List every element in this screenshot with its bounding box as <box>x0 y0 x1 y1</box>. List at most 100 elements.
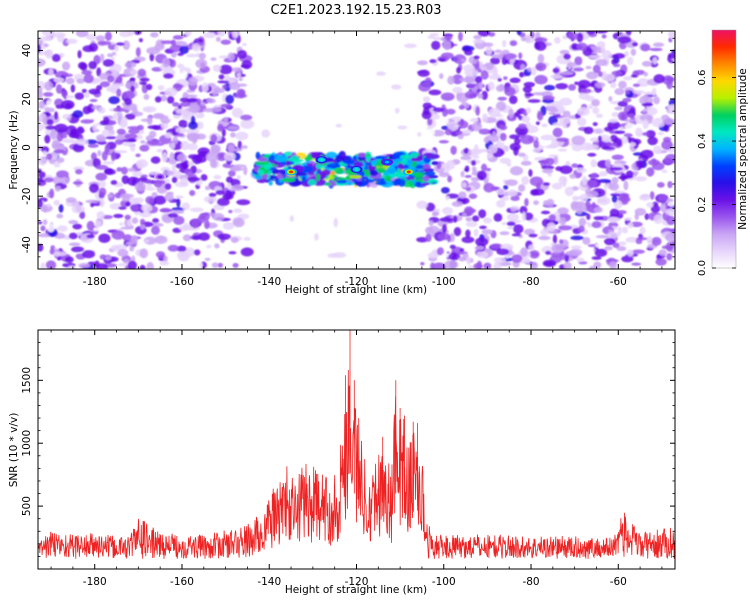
heatmap-cell <box>42 150 47 156</box>
heatmap-cell <box>506 162 512 167</box>
heatmap-cell <box>513 146 519 156</box>
heatmap-x-tick-label: -60 <box>610 276 627 288</box>
heatmap-cell <box>544 84 556 91</box>
heatmap-cell <box>576 32 584 43</box>
colorbar-tick-label: 0.2 <box>697 197 708 213</box>
heatmap-cell <box>131 217 139 224</box>
heatmap-cell <box>601 146 615 150</box>
heatmap-y-tick-label: 0 <box>21 144 33 151</box>
heatmap-cell <box>665 232 675 243</box>
heatmap-cell <box>189 190 196 197</box>
heatmap-cell <box>483 217 492 224</box>
heatmap-cell <box>586 213 591 221</box>
heatmap-cell <box>667 201 675 207</box>
snr-x-tick-label: -140 <box>257 576 281 588</box>
heatmap-peak <box>354 168 359 171</box>
heatmap-cell <box>476 251 489 259</box>
heatmap-cell <box>218 74 225 80</box>
heatmap-cell <box>502 39 507 48</box>
heatmap-cell <box>38 199 43 209</box>
heatmap-cell <box>217 123 224 132</box>
heatmap-cell <box>236 72 242 78</box>
heatmap-cell <box>657 131 664 136</box>
heatmap-cell <box>232 148 243 152</box>
heatmap-cell <box>145 187 156 191</box>
heatmap-cell <box>631 249 646 254</box>
heatmap-cell <box>601 50 613 60</box>
heatmap-cell <box>45 125 56 130</box>
colorbar-tick-label: 0.0 <box>697 260 708 276</box>
heatmap-cell <box>595 113 603 118</box>
heatmap-cell <box>386 166 397 175</box>
heatmap-cell <box>651 117 666 128</box>
heatmap-cell <box>664 153 675 164</box>
heatmap-cell <box>632 83 641 88</box>
heatmap-cell <box>120 226 134 230</box>
heatmap-cell <box>626 249 634 257</box>
heatmap-cell <box>285 160 291 166</box>
heatmap-cell <box>73 166 85 171</box>
heatmap-cell <box>95 164 109 170</box>
heatmap-cell <box>122 234 133 242</box>
heatmap-cell <box>416 236 429 243</box>
heatmap-cell <box>438 171 450 178</box>
heatmap-cell <box>461 141 467 149</box>
heatmap-cell <box>449 244 456 250</box>
heatmap-cell <box>614 130 626 135</box>
heatmap-x-tick-label: -180 <box>83 276 107 288</box>
heatmap-cell <box>53 77 65 83</box>
heatmap-cell <box>508 108 514 119</box>
heatmap-cell <box>124 133 138 140</box>
heatmap-cell <box>655 258 667 266</box>
heatmap-cell <box>491 131 497 138</box>
heatmap-cell <box>181 70 188 80</box>
heatmap-cell <box>48 68 54 77</box>
heatmap-cell <box>38 44 41 54</box>
heatmap-cell <box>534 41 547 51</box>
heatmap-cell <box>495 84 505 92</box>
heatmap-cell <box>559 97 573 106</box>
heatmap-cell <box>214 85 220 95</box>
heatmap-cell <box>65 197 77 203</box>
heatmap-cell <box>567 84 577 91</box>
heatmap-cell <box>391 84 402 90</box>
heatmap-cell <box>490 57 501 65</box>
heatmap-cell <box>216 197 230 207</box>
heatmap-cell <box>171 207 186 211</box>
heatmap-cell <box>456 66 461 74</box>
heatmap-cell <box>613 53 626 59</box>
heatmap-cell <box>38 122 44 132</box>
heatmap-cell <box>60 135 68 139</box>
heatmap-cell <box>96 140 107 145</box>
heatmap-cell <box>149 52 155 62</box>
heatmap-cell <box>577 117 587 127</box>
heatmap-cell <box>518 184 526 192</box>
heatmap-cell <box>135 159 149 168</box>
heatmap-cell <box>550 74 563 79</box>
heatmap-cell <box>125 201 131 207</box>
heatmap-cell <box>511 254 523 263</box>
heatmap-cell <box>307 179 317 186</box>
heatmap-cell <box>343 159 355 165</box>
heatmap-cell <box>475 106 480 116</box>
heatmap-cell <box>520 247 528 257</box>
heatmap-cell <box>555 82 568 90</box>
heatmap-cell <box>668 105 675 115</box>
heatmap-cell <box>49 129 58 140</box>
heatmap-cell <box>506 221 516 227</box>
heatmap-cell <box>240 247 254 257</box>
heatmap-cell <box>517 152 526 157</box>
heatmap-cell <box>43 177 54 183</box>
heatmap-cell <box>76 138 89 146</box>
heatmap-cell <box>228 122 233 127</box>
heatmap-cell <box>38 58 46 67</box>
heatmap-cell <box>481 90 488 100</box>
heatmap-cell <box>140 174 148 178</box>
heatmap-cell <box>230 237 239 243</box>
heatmap-cell <box>516 31 522 36</box>
heatmap-cell <box>465 216 473 222</box>
heatmap-cell <box>54 111 59 120</box>
heatmap-cell <box>594 82 606 88</box>
heatmap-cell <box>460 170 465 178</box>
snr-y-tick-label: 1500 <box>21 367 33 394</box>
